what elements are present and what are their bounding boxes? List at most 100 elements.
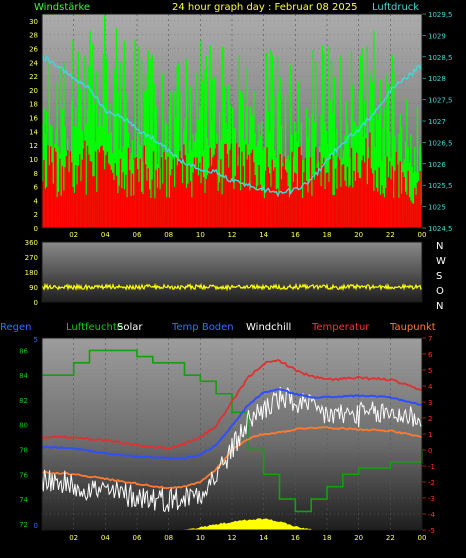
wind-average-bar: [217, 191, 219, 228]
rain-tick-label: 5: [34, 336, 38, 344]
wind-gust-bar: [305, 108, 308, 228]
wind-gust-bar: [123, 41, 126, 229]
wind-x-tick-label: 04: [101, 231, 110, 239]
wind-average-bar: [414, 187, 416, 228]
wind-average-bar: [113, 180, 115, 228]
wind-average-bar: [301, 198, 304, 228]
wind-average-bar: [216, 143, 218, 228]
wind-gust-bar: [264, 52, 267, 228]
wind-average-bar: [287, 186, 289, 228]
wind-average-bar: [205, 178, 208, 228]
wind-average-bar: [412, 203, 415, 228]
wind-average-bar: [389, 161, 391, 228]
legend-item: Solar: [117, 322, 143, 333]
temperature-grid: [42, 337, 423, 530]
wind-average-bar: [184, 155, 186, 228]
wind-average-bar: [94, 151, 97, 228]
wind-gust-bar: [93, 103, 95, 228]
wind-gust-bar: [404, 141, 407, 228]
wind-average-bar: [344, 180, 346, 228]
wind-average-bar: [358, 178, 361, 228]
wind-average-bar: [202, 177, 205, 228]
pressure-tick-label: 1025,5: [428, 182, 453, 190]
temperature-x-tick-label: 04: [101, 534, 110, 542]
wind-y-tick-label: 22: [29, 73, 38, 81]
wind-average-bar: [253, 162, 255, 228]
wind-average-bar: [234, 175, 237, 228]
wind-average-bar: [292, 181, 295, 228]
wind-average-bar: [378, 167, 380, 228]
wind-average-bar: [359, 178, 362, 228]
humidity-tick-label: 76: [19, 471, 28, 479]
wind-y-tick-label: 0: [34, 225, 38, 233]
wind-gust-bar: [176, 65, 178, 229]
wind-gust-bar: [42, 122, 44, 228]
wind-average-bar: [399, 161, 401, 228]
wind-gust-bar: [57, 146, 60, 228]
wind-average-bar: [204, 193, 206, 228]
wind-gust-bar: [354, 122, 357, 228]
wind-gust-bar: [350, 51, 353, 229]
temperature-plot-frame: [41, 337, 423, 531]
wind-gust-bar: [370, 70, 372, 228]
wind-average-bar: [65, 155, 68, 228]
wind-gust-bar: [80, 88, 82, 228]
wind-average-bar: [151, 179, 153, 228]
wind-average-bar: [317, 170, 320, 228]
wind-average-bar: [290, 194, 292, 228]
wind-average-bar: [325, 172, 328, 228]
wind-gust-bar: [222, 47, 225, 228]
wind-gust-bar: [44, 134, 47, 228]
legend-item: Taupunkt: [389, 322, 436, 333]
wind-gust-bar: [73, 126, 76, 228]
wind-average-bar: [341, 164, 343, 228]
wind-average-bar: [387, 177, 390, 228]
wind-average-bar: [52, 183, 54, 228]
wind-gust-bar: [148, 137, 151, 228]
wind-average-bar: [230, 143, 233, 228]
wind-average-bar: [85, 194, 87, 228]
wind-average-bar: [295, 173, 297, 228]
wind-y-tick-label: 2: [34, 211, 38, 219]
legend-item: Luftfeuchte: [66, 322, 123, 333]
wind-gust-bar: [105, 60, 107, 228]
direction-y-tick-label: 0: [34, 299, 38, 307]
wind-average-bar: [226, 153, 229, 228]
wind-average-bar: [294, 172, 296, 228]
rain-tick-label: 0: [34, 522, 38, 530]
wind-average-bar: [416, 182, 419, 228]
wind-average-bar: [96, 191, 98, 228]
wind-average-bar: [275, 189, 277, 228]
wind-gust-bar: [221, 46, 223, 228]
wind-average-bar: [195, 168, 197, 228]
wind-gust-bar: [324, 121, 326, 228]
wind-average-bar: [193, 157, 196, 228]
wind-gust-bar: [320, 115, 322, 228]
wind-average-bar: [171, 168, 173, 228]
humidity-y-axis: 72 74 76 78 80 82 84 86: [19, 347, 28, 528]
wind-gust-bar: [238, 54, 240, 228]
wind-average-bar: [398, 197, 400, 228]
wind-average-bar: [88, 154, 90, 228]
wind-average-bar: [162, 183, 164, 228]
wind-average-bar: [297, 147, 300, 228]
temperature-tick-label: 6: [428, 351, 433, 359]
temperature-x-tick-label: 20: [354, 534, 363, 542]
wind-gust-bar: [115, 28, 118, 229]
wind-average-bar: [386, 156, 388, 228]
wind-average-bar: [218, 182, 221, 228]
wind-average-bar: [365, 138, 367, 228]
wind-average-bar: [49, 146, 52, 228]
wind-average-bar: [82, 148, 85, 228]
wind-gust-bar: [89, 30, 91, 228]
wind-average-bar: [354, 180, 357, 228]
direction-y-tick-label: 90: [29, 284, 38, 292]
wind-average-bar: [172, 159, 175, 228]
wind-gust-bar: [102, 54, 105, 228]
wind-gust-bar: [130, 153, 132, 228]
wind-gust-bar: [387, 83, 390, 229]
wind-average-bar: [84, 140, 86, 228]
wind-average-bar: [411, 202, 413, 228]
wind-average-bar: [348, 187, 350, 228]
temperature-x-tick-label: 06: [133, 534, 142, 542]
